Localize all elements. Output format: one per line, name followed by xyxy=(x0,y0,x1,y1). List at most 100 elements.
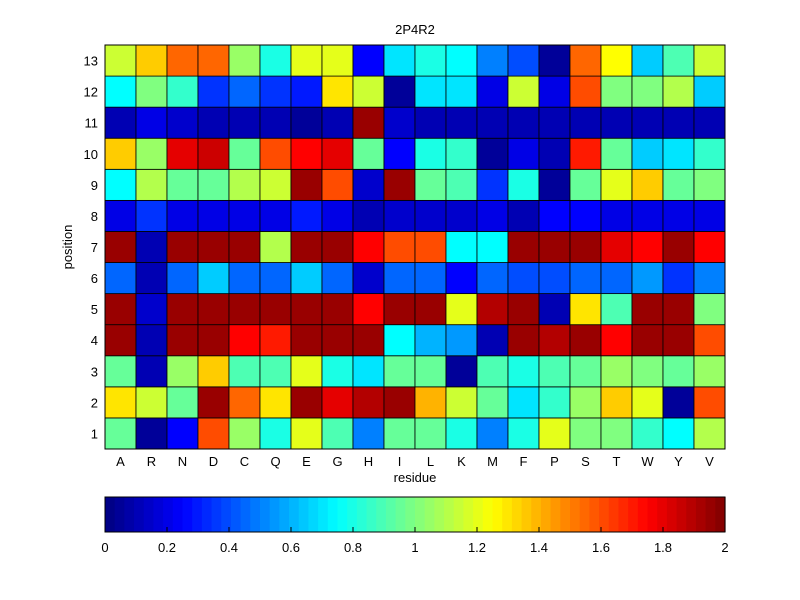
heatmap-cell xyxy=(104,231,137,263)
heatmap-cell xyxy=(290,75,323,108)
heatmap-cell xyxy=(662,293,695,326)
colorbar-tick-label: 0.8 xyxy=(344,540,362,555)
x-tick-label: L xyxy=(427,454,434,469)
heatmap-cell xyxy=(600,355,633,388)
heatmap-cell xyxy=(321,106,354,139)
heatmap-cell xyxy=(631,75,664,108)
heatmap-cell xyxy=(693,262,726,295)
heatmap-cell xyxy=(228,293,261,326)
heatmap-cell xyxy=(538,199,571,232)
heatmap-cell xyxy=(166,106,199,139)
heatmap-cell xyxy=(476,137,509,170)
heatmap-cell xyxy=(600,168,633,201)
colorbar-segment xyxy=(628,497,639,532)
heatmap-cell xyxy=(259,199,292,232)
colorbar-segment xyxy=(608,497,620,532)
heatmap-cell xyxy=(228,44,261,77)
heatmap-cell xyxy=(507,75,540,108)
heatmap-cell xyxy=(259,262,292,295)
colorbar-tick-label: 0 xyxy=(101,540,108,555)
colorbar-tick-label: 0.6 xyxy=(282,540,300,555)
heatmap-cell xyxy=(228,137,261,170)
colorbar-segment xyxy=(163,497,174,532)
heatmap-cell xyxy=(228,75,261,108)
heatmap-cell xyxy=(228,386,261,419)
heatmap-cell xyxy=(290,137,323,170)
heatmap-cell xyxy=(352,231,385,263)
colorbar-segment xyxy=(676,497,687,532)
colorbar-segment xyxy=(143,497,155,532)
heatmap-cell xyxy=(476,168,509,201)
heatmap-cell xyxy=(228,262,261,295)
heatmap-cell xyxy=(538,355,571,388)
colorbar-segment xyxy=(318,497,329,532)
heatmap-cell xyxy=(259,417,292,450)
heatmap-cell xyxy=(383,168,416,201)
x-tick-label: K xyxy=(457,454,466,469)
colorbar-segment xyxy=(637,497,649,532)
heatmap-cell xyxy=(290,386,323,419)
heatmap-cell xyxy=(352,355,385,388)
heatmap-cell xyxy=(414,137,447,170)
heatmap-cell xyxy=(104,137,137,170)
heatmap-cell xyxy=(538,417,571,450)
heatmap-cell xyxy=(383,262,416,295)
heatmap-cell xyxy=(507,386,540,419)
heatmap-cell xyxy=(569,199,602,232)
heatmap-cell xyxy=(662,262,695,295)
heatmap-cell xyxy=(228,199,261,232)
heatmap-cell xyxy=(693,44,726,77)
heatmap-cell xyxy=(507,168,540,201)
heatmap-cell xyxy=(662,106,695,139)
colorbar-segment xyxy=(531,497,542,532)
heatmap-cell xyxy=(631,386,664,419)
colorbar-segment xyxy=(686,497,697,532)
heatmap-cell xyxy=(321,199,354,232)
x-tick-label: T xyxy=(613,454,621,469)
heatmap-cell xyxy=(259,137,292,170)
heatmap-cell xyxy=(228,168,261,201)
heatmap-cell xyxy=(383,199,416,232)
heatmap-cell xyxy=(600,386,633,419)
heatmap-cell xyxy=(166,324,199,357)
y-tick-label: 9 xyxy=(91,178,98,193)
heatmap-cell xyxy=(352,75,385,108)
heatmap-cell xyxy=(321,355,354,388)
heatmap-cell xyxy=(135,75,168,108)
heatmap-cell xyxy=(290,355,323,388)
x-tick-label: N xyxy=(178,454,187,469)
heatmap-cell xyxy=(166,168,199,201)
heatmap-cell xyxy=(507,293,540,326)
heatmap-cell xyxy=(662,168,695,201)
chart-title: 2P4R2 xyxy=(395,22,435,37)
heatmap-cell xyxy=(445,44,478,77)
colorbar-tick-label: 2 xyxy=(721,540,728,555)
colorbar-tick-label: 0.2 xyxy=(158,540,176,555)
colorbar-segment xyxy=(289,497,300,532)
heatmap-cell xyxy=(507,355,540,388)
colorbar-segment xyxy=(308,497,319,532)
colorbar-segment xyxy=(666,497,678,532)
heatmap-cell xyxy=(662,355,695,388)
colorbar-segment xyxy=(463,497,474,532)
heatmap-cell xyxy=(321,262,354,295)
heatmap-cell xyxy=(197,262,230,295)
heatmap-cell xyxy=(445,106,478,139)
heatmap-cell xyxy=(352,262,385,295)
heatmap-cell xyxy=(352,137,385,170)
colorbar-segment xyxy=(327,497,339,532)
heatmap-cell xyxy=(445,137,478,170)
heatmap-cell xyxy=(104,75,137,108)
colorbar-segment xyxy=(647,497,658,532)
colorbar-tick-label: 0.4 xyxy=(220,540,238,555)
heatmap-cell xyxy=(259,168,292,201)
x-tick-label: D xyxy=(209,454,218,469)
colorbar-segment xyxy=(114,497,125,532)
y-tick-label: 11 xyxy=(85,116,99,131)
heatmap-cell xyxy=(507,231,540,263)
heatmap-cell xyxy=(321,168,354,201)
heatmap-cell xyxy=(290,106,323,139)
heatmap-cell xyxy=(662,137,695,170)
heatmap-cell xyxy=(507,44,540,77)
